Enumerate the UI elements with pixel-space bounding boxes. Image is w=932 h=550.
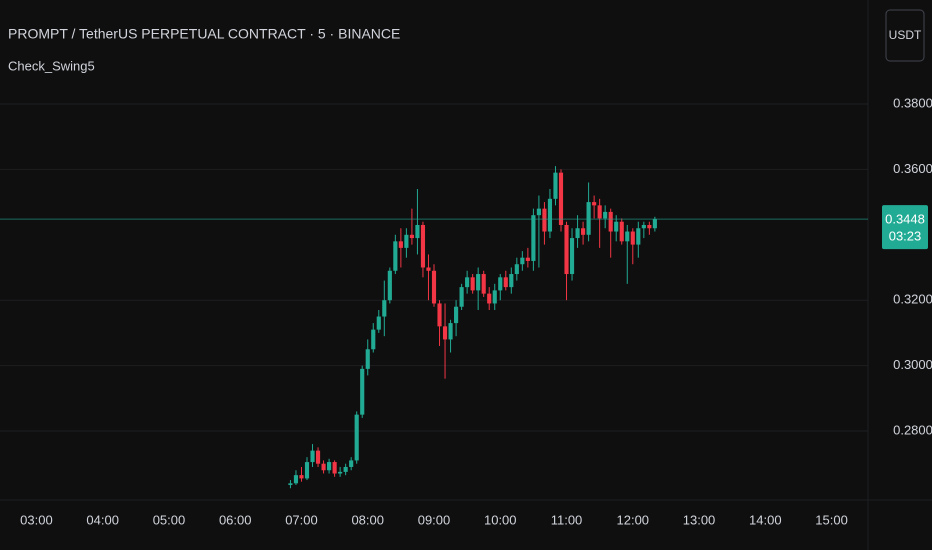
candle-body <box>393 241 398 271</box>
y-tick-label: 0.3000 <box>893 357 932 372</box>
x-tick-label: 04:00 <box>86 512 119 527</box>
candle-body <box>404 234 409 248</box>
candle-body <box>371 329 376 350</box>
y-tick-label: 0.3200 <box>893 292 932 307</box>
candle-body <box>332 462 337 474</box>
candle-body <box>542 208 547 232</box>
x-tick-label: 05:00 <box>153 512 186 527</box>
last-price-badge <box>882 205 928 250</box>
candle-body <box>338 471 343 474</box>
x-tick-label: 11:00 <box>551 512 583 527</box>
candle-body <box>525 257 530 261</box>
candle-body <box>442 326 448 340</box>
candle-body <box>487 293 492 304</box>
candle-body <box>592 202 597 206</box>
candle-body <box>575 228 580 239</box>
candle-body <box>327 462 332 471</box>
y-tick-label: 0.2800 <box>893 422 932 437</box>
candle-body <box>299 475 304 479</box>
candle-body <box>343 466 348 472</box>
candle-body <box>382 300 387 317</box>
candle-body <box>360 368 365 415</box>
candle-body <box>321 463 326 471</box>
candle-body <box>608 211 613 232</box>
candle-body <box>586 202 591 235</box>
candle-body <box>465 277 470 288</box>
candle-body <box>498 277 503 291</box>
candle-body <box>415 224 420 239</box>
candle-body <box>476 274 481 291</box>
chart-title: PROMPT / TetherUS PERPETUAL CONTRACT · 5… <box>8 26 400 42</box>
candle-body <box>531 215 536 261</box>
x-tick-label: 06:00 <box>219 512 252 527</box>
candle-body <box>409 234 414 239</box>
x-tick-label: 09:00 <box>418 512 451 527</box>
x-tick-label: 10:00 <box>484 512 517 527</box>
countdown-label: 03:23 <box>889 229 922 244</box>
currency-label[interactable]: USDT <box>889 28 922 42</box>
candle-body <box>293 475 299 484</box>
candle-body <box>315 450 321 464</box>
candle-body <box>558 172 564 225</box>
candle-body <box>597 205 602 219</box>
candle-body <box>387 270 392 301</box>
candle-body <box>520 257 525 265</box>
candle-body <box>553 172 558 199</box>
candle-body <box>288 483 293 485</box>
candle-body <box>354 414 359 461</box>
x-tick-label: 13:00 <box>683 512 716 527</box>
candle-body <box>509 274 514 288</box>
candle-body <box>581 228 586 235</box>
candle-body <box>614 221 619 232</box>
candle-body <box>514 264 519 275</box>
candle-body <box>470 277 475 291</box>
candle-body <box>481 274 486 294</box>
candle-body <box>652 219 657 229</box>
x-tick-label: 07:00 <box>285 512 318 527</box>
candle-body <box>349 460 354 467</box>
candle-body <box>630 231 635 245</box>
candle-body <box>492 290 497 304</box>
candle-body <box>603 211 608 219</box>
y-tick-label: 0.3600 <box>893 161 932 176</box>
candle-body <box>569 238 575 275</box>
indicator-label: Check_Swing5 <box>8 58 95 73</box>
candle-body <box>459 287 464 307</box>
candle-body <box>398 241 403 248</box>
candle-body <box>420 224 426 268</box>
candle-body <box>647 224 652 229</box>
last-price-label: 0.3448 <box>885 212 925 227</box>
x-tick-label: 03:00 <box>20 512 53 527</box>
candle-body <box>310 450 315 463</box>
currency-button[interactable] <box>885 9 925 62</box>
candle-body <box>547 198 553 232</box>
candle-body <box>448 323 453 340</box>
candle-body <box>437 303 442 327</box>
candle-body <box>454 306 459 324</box>
y-tick-label: 0.3800 <box>893 95 932 110</box>
x-tick-label: 14:00 <box>749 512 782 527</box>
candle-body <box>536 208 541 216</box>
candle-body <box>636 228 641 245</box>
x-tick-label: 15:00 <box>815 512 848 527</box>
candle-body <box>304 462 310 479</box>
candle-body <box>426 267 431 271</box>
candle-body <box>619 221 624 242</box>
candle-body <box>365 349 370 369</box>
candle-body <box>641 224 646 229</box>
candle-body <box>625 231 630 242</box>
x-tick-label: 08:00 <box>351 512 384 527</box>
candle-body <box>431 270 437 304</box>
x-tick-label: 12:00 <box>617 512 650 527</box>
candle-body <box>564 224 569 275</box>
candle-body <box>376 316 381 330</box>
candle-body <box>503 277 508 288</box>
